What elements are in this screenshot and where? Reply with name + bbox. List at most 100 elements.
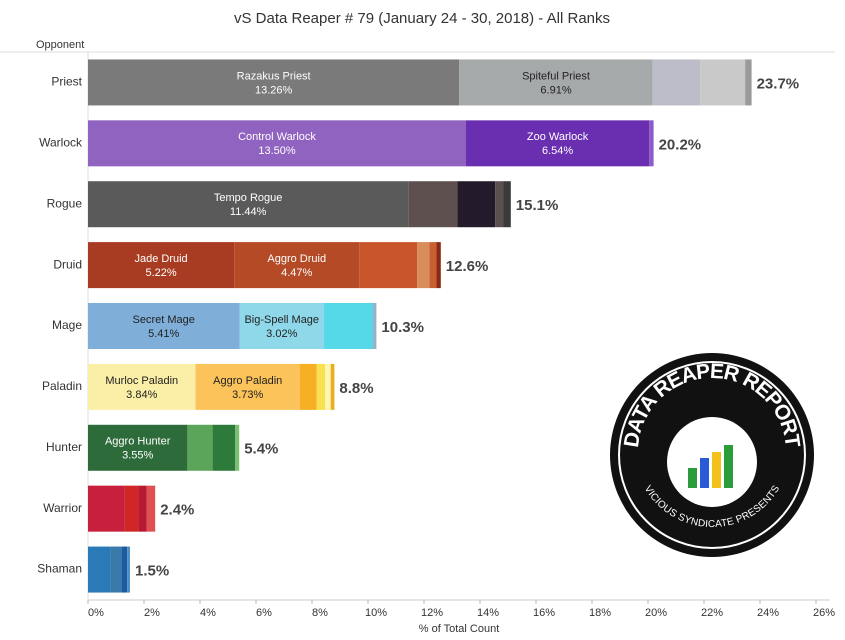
- x-axis-label: % of Total Count: [419, 623, 500, 635]
- y-tick-label: Druid: [53, 257, 82, 271]
- y-tick-label: Rogue: [47, 196, 83, 210]
- segment-value-label: 5.41%: [148, 328, 179, 340]
- logo: DATA REAPER REPORT VICIOUS SYNDICATE PRE…: [610, 353, 814, 557]
- bar-segment: [436, 242, 441, 289]
- y-tick-label: Warrior: [43, 501, 82, 515]
- bar-segment: [187, 424, 213, 471]
- bar-segment: [88, 120, 466, 167]
- bar-segment: [652, 59, 701, 106]
- total-label: 15.1%: [516, 197, 559, 214]
- segment-value-label: 13.50%: [258, 145, 296, 157]
- x-tick-label: 24%: [757, 607, 779, 619]
- bar-segment: [127, 546, 130, 593]
- x-tick-label: 6%: [256, 607, 272, 619]
- x-tick-label: 12%: [421, 607, 443, 619]
- bar-segment: [239, 303, 325, 349]
- bar-segment: [457, 181, 496, 228]
- segment-value-label: 3.84%: [126, 389, 157, 401]
- x-tick-label: 4%: [200, 607, 216, 619]
- bar-segment: [316, 363, 326, 410]
- bar-segment: [110, 546, 122, 593]
- total-label: 12.6%: [446, 258, 489, 275]
- bar-segment: [495, 181, 504, 228]
- bar-segment: [212, 424, 235, 471]
- segment-value-label: 3.73%: [232, 389, 263, 401]
- logo-icon: [712, 452, 721, 488]
- logo-icon: [724, 445, 733, 488]
- segment-value-label: 3.55%: [122, 450, 153, 462]
- x-tick-label: 22%: [701, 607, 723, 619]
- bar-segment: [745, 59, 752, 106]
- total-label: 20.2%: [659, 136, 702, 153]
- total-label: 2.4%: [160, 502, 194, 519]
- bar-segment: [417, 242, 430, 289]
- x-tick-label: 10%: [365, 607, 387, 619]
- bar-segment: [88, 485, 125, 532]
- bar-segment: [138, 485, 147, 532]
- segment-name: Razakus Priest: [237, 70, 311, 82]
- bar-segment: [324, 303, 374, 349]
- segment-name: Aggro Hunter: [105, 436, 171, 448]
- segment-name: Murloc Paladin: [105, 375, 178, 387]
- segment-name: Secret Mage: [133, 314, 195, 326]
- bar-segment: [88, 546, 111, 593]
- bar-segment: [359, 242, 418, 289]
- segment-value-label: 13.26%: [255, 84, 293, 96]
- x-tick-label: 0%: [88, 607, 104, 619]
- y-axis-label: Opponent: [36, 39, 84, 51]
- x-tick-label: 14%: [477, 607, 499, 619]
- x-tick-label: 18%: [589, 607, 611, 619]
- bar-segment: [195, 363, 300, 410]
- segment-name: Spiteful Priest: [522, 70, 590, 82]
- segment-name: Tempo Rogue: [214, 192, 283, 204]
- segment-value-label: 3.02%: [266, 328, 297, 340]
- y-tick-label: Warlock: [39, 136, 83, 150]
- x-tick-label: 26%: [813, 607, 835, 619]
- bar-segment: [466, 120, 650, 167]
- bar-segment: [88, 242, 235, 289]
- x-tick-label: 2%: [144, 607, 160, 619]
- logo-ring: [618, 361, 806, 549]
- bar-segment: [88, 363, 196, 410]
- segment-name: Aggro Druid: [267, 253, 326, 265]
- x-tick-label: 20%: [645, 607, 667, 619]
- y-tick-label: Shaman: [37, 562, 82, 576]
- segment-value-label: 6.91%: [540, 84, 571, 96]
- total-label: 10.3%: [381, 319, 424, 336]
- bar-segment: [235, 424, 240, 471]
- segment-name: Big-Spell Mage: [244, 314, 319, 326]
- bar-segment: [503, 181, 511, 228]
- chart-title: vS Data Reaper # 79 (January 24 - 30, 20…: [234, 10, 610, 27]
- bar-segment: [299, 363, 317, 410]
- logo-icon: [688, 468, 697, 488]
- total-label: 5.4%: [244, 441, 278, 458]
- y-tick-label: Mage: [52, 318, 82, 332]
- bar-segment: [649, 120, 654, 167]
- bar-segment: [88, 59, 460, 106]
- bar-segment: [88, 424, 188, 471]
- segment-value-label: 4.47%: [281, 267, 312, 279]
- bar-segment: [88, 181, 409, 228]
- bar-segment: [234, 242, 360, 289]
- total-label: 1.5%: [135, 563, 169, 580]
- bar-segment: [88, 303, 240, 349]
- segment-value-label: 11.44%: [230, 206, 267, 218]
- x-tick-label: 8%: [312, 607, 328, 619]
- bar-segment: [459, 59, 653, 106]
- y-tick-label: Paladin: [42, 379, 82, 393]
- bar-segment: [373, 303, 377, 349]
- segment-name: Aggro Paladin: [213, 375, 282, 387]
- bar-segment: [408, 181, 458, 228]
- segment-value-label: 5.22%: [145, 267, 176, 279]
- segment-name: Zoo Warlock: [527, 131, 589, 143]
- segment-name: Control Warlock: [238, 131, 316, 143]
- total-label: 23.7%: [757, 75, 800, 92]
- x-tick-label: 16%: [533, 607, 555, 619]
- bar-segment: [429, 242, 437, 289]
- total-label: 8.8%: [339, 380, 373, 397]
- bar-segment: [330, 363, 335, 410]
- y-tick-label: Hunter: [46, 440, 82, 454]
- bar-segment: [121, 546, 128, 593]
- bar-segment: [124, 485, 139, 532]
